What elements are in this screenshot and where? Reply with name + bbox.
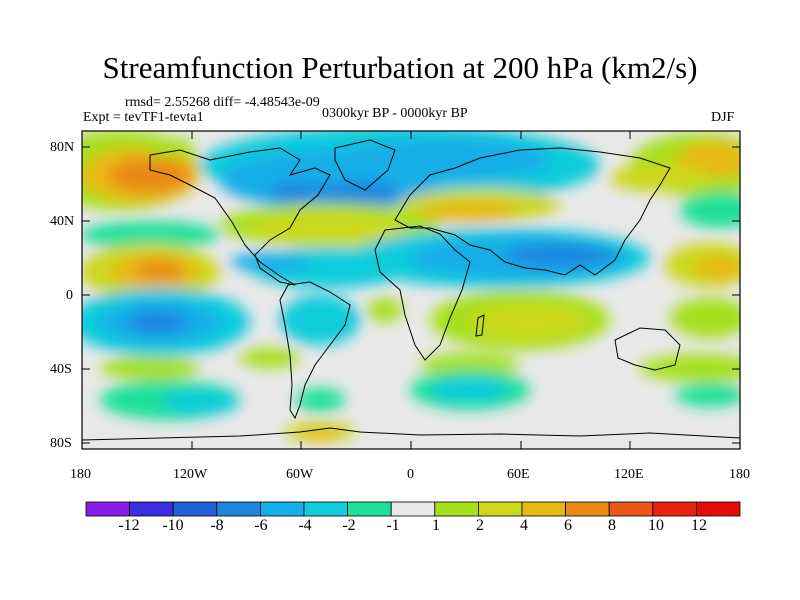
eurasia-coast [394,147,671,276]
colorbar-swatch [521,501,566,517]
lon-label-180e: 180 [729,467,750,482]
colorbar-label: 8 [608,517,616,534]
colorbar-swatch [652,501,697,517]
lat-label-0: 0 [66,288,73,303]
colorbar-label: 6 [564,517,572,534]
colorbar-swatch [85,501,130,517]
colorbar-label: -12 [118,517,140,534]
colorbar-swatch [347,501,392,517]
colorbar-label: -10 [162,517,184,534]
colorbar-swatch [129,501,174,517]
colorbar-label: -1 [386,517,400,534]
coastlines [82,139,740,441]
colorbar-swatch [216,501,261,517]
colorbar [85,501,741,517]
lat-label-40s: 40S [50,362,72,377]
africa-coast [374,225,471,361]
lat-label-80n: 80N [50,140,75,155]
season-label: DJF [711,110,735,125]
map-title: Streamfunction Perturbation at 200 hPa (… [102,50,698,85]
madagascar-coast [475,314,485,337]
colorbar-swatch [259,501,305,517]
period-label: 0300kyr BP - 0000kyr BP [322,106,468,121]
colorbar-swatch [608,501,654,517]
colorbar-label: 12 [691,517,707,534]
contour-field [82,131,740,442]
colorbar-label: 2 [476,517,484,534]
colorbar-label: 4 [520,517,528,534]
greenland-coast [334,139,396,191]
colorbar-label: -2 [342,517,356,534]
australia-coast [614,327,681,371]
north-america-coast [149,147,331,286]
colorbar-swatch [696,501,741,517]
colorbar-label: 1 [432,517,440,534]
colorbar-swatch [172,501,218,517]
colorbar-swatch [477,501,523,517]
lon-label-60e: 60E [507,467,530,482]
lon-label-0: 0 [407,467,414,482]
colorbar-swatch [390,501,436,517]
colorbar-swatch [303,501,348,517]
lon-label-60w: 60W [286,467,314,482]
colorbar-swatch [565,501,610,517]
lon-label-180w: 180 [70,467,91,482]
lat-label-80s: 80S [50,436,72,451]
axis-ticks [81,131,741,449]
south-america-coast [279,281,351,420]
colorbar-label: -4 [298,517,312,534]
lon-label-120e: 120E [614,467,644,482]
colorbar-swatch [434,501,479,517]
stats-label: rmsd= 2.55268 diff= -4.48543e-09 [125,95,320,110]
colorbar-label: -8 [210,517,224,534]
lon-label-120w: 120W [173,467,208,482]
colorbar-label: -6 [254,517,268,534]
lat-label-40n: 40N [50,214,75,229]
experiment-label: Expt = tevTF1-tevta1 [83,110,204,125]
colorbar-label: 10 [648,517,664,534]
antarctica-coast [82,427,740,441]
